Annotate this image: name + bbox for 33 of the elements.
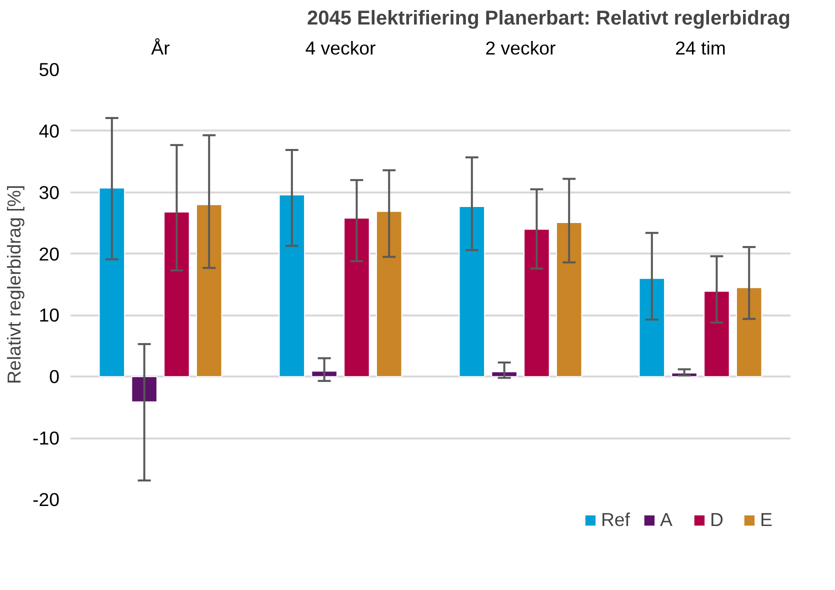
y-tick-label: -10	[32, 428, 60, 449]
bar	[524, 228, 550, 378]
y-tick-label: 30	[38, 182, 60, 203]
legend-label: E	[760, 509, 774, 531]
bar	[196, 204, 222, 378]
y-tick-label: 10	[38, 304, 60, 326]
y-tick-label: 0	[49, 366, 60, 388]
bar	[278, 194, 306, 378]
bar	[131, 376, 158, 402]
legend-label: A	[660, 509, 674, 531]
y-tick-label: 50	[38, 59, 60, 80]
y-tick-label: 20	[38, 243, 60, 264]
bar	[311, 370, 338, 378]
bar	[458, 206, 486, 378]
bar	[344, 218, 370, 378]
bar	[736, 287, 762, 378]
x-tick-label: 2 veckor	[485, 38, 556, 58]
bar	[638, 278, 666, 378]
bar	[164, 212, 190, 378]
y-tick-label: 40	[38, 120, 60, 142]
legend-label: Ref	[600, 509, 630, 531]
y-axis-title: Relativt reglerbidrag [%]	[4, 184, 25, 384]
chart-title: 2045 Elektrifiering Planerbart: Relativt reglerbidrag	[306, 8, 791, 30]
legend-label: D	[710, 509, 724, 531]
bar	[376, 210, 402, 378]
bar	[491, 371, 518, 378]
bar	[98, 188, 126, 378]
bar	[704, 290, 730, 378]
x-tick-label: 24 tim	[675, 38, 726, 58]
x-tick-label: År	[151, 38, 170, 58]
bar	[556, 222, 582, 378]
x-tick-label: 4 veckor	[305, 38, 376, 58]
y-tick-label: -20	[32, 489, 60, 510]
